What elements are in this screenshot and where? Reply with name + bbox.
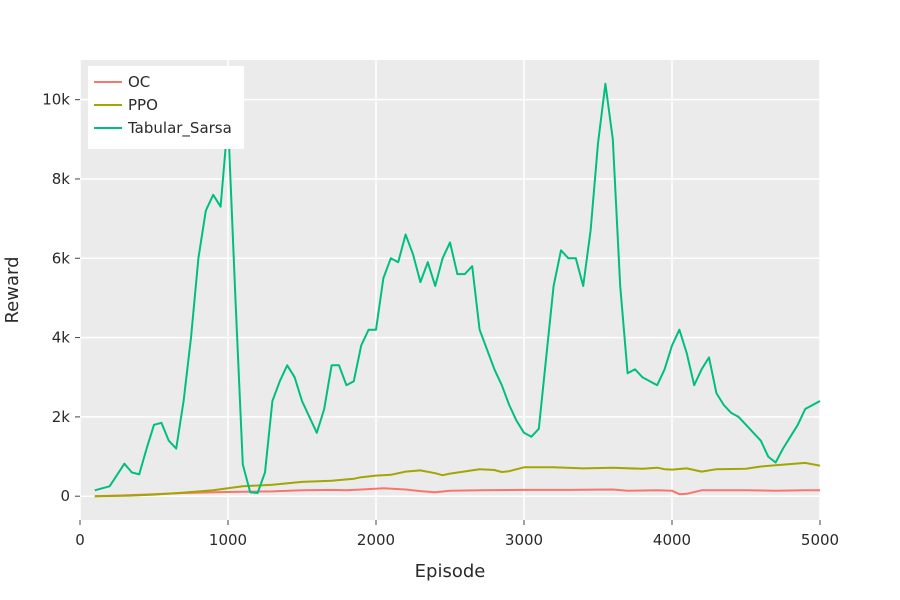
grid-lines xyxy=(79,60,821,520)
series-line-ppo xyxy=(94,461,821,498)
x-axis-title: Episode xyxy=(415,561,486,582)
legend-label: Tabular_Sarsa xyxy=(127,119,232,138)
y-tick-label: 2k xyxy=(52,408,71,426)
x-tick-label: 5000 xyxy=(801,531,839,549)
series-line-oc xyxy=(94,487,820,498)
y-tick-label: 0 xyxy=(60,487,70,505)
y-tick-label: 4k xyxy=(52,329,71,347)
x-axis-ticks: 0 1000 2000 3000 4000 5000 xyxy=(75,520,839,549)
y-tick-label: 10k xyxy=(42,91,70,109)
y-axis-title: Reward xyxy=(2,256,23,323)
x-tick-label: 2000 xyxy=(357,531,395,549)
y-tick-label: 8k xyxy=(52,170,71,188)
legend-box xyxy=(88,66,244,149)
x-tick-label: 1000 xyxy=(209,531,247,549)
x-tick-label: 0 xyxy=(75,531,85,549)
legend: OC PPO Tabular_Sarsa xyxy=(88,66,244,149)
x-tick-label: 4000 xyxy=(653,531,691,549)
legend-label: OC xyxy=(128,73,150,91)
x-tick-label: 3000 xyxy=(505,531,543,549)
y-axis-ticks: 0 2k 4k 6k 8k 10k xyxy=(42,91,80,505)
y-tick-label: 6k xyxy=(52,249,71,267)
legend-label: PPO xyxy=(128,96,158,114)
